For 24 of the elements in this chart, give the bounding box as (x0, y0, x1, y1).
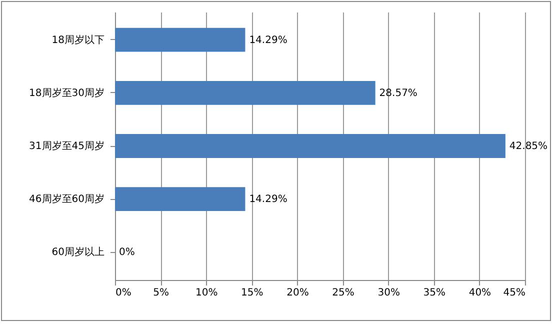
bar (115, 134, 506, 158)
y-tick-label: 46周岁至60周岁 (29, 193, 104, 206)
x-tick-label: 35% (423, 288, 446, 298)
data-label: 28.57% (379, 88, 418, 99)
bar (115, 80, 376, 105)
data-label: 14.29% (249, 34, 288, 46)
x-tick-label: 0% (116, 288, 132, 298)
data-label: 14.29% (249, 194, 288, 206)
y-tick-label: 60周岁以上 (52, 246, 104, 258)
x-tick-label: 30% (378, 288, 400, 298)
x-tick-label: 40% (468, 288, 492, 298)
x-tick-label: 45% (503, 288, 526, 298)
bar (115, 28, 246, 52)
x-tick-label: 5% (153, 288, 169, 298)
x-tick-label: 15% (241, 288, 264, 298)
y-tick-label: 18周岁至30周岁 (29, 86, 104, 99)
bar (115, 187, 246, 212)
x-tick-label: 20% (286, 288, 309, 298)
y-tick-label: 31周岁至45周岁 (29, 140, 104, 152)
data-label: 42.85% (509, 141, 548, 152)
x-tick-label: 10% (195, 288, 218, 298)
x-tick-label: 25% (332, 288, 354, 298)
data-label: 0% (119, 247, 135, 258)
y-tick-label: 18周岁以下 (52, 34, 104, 46)
